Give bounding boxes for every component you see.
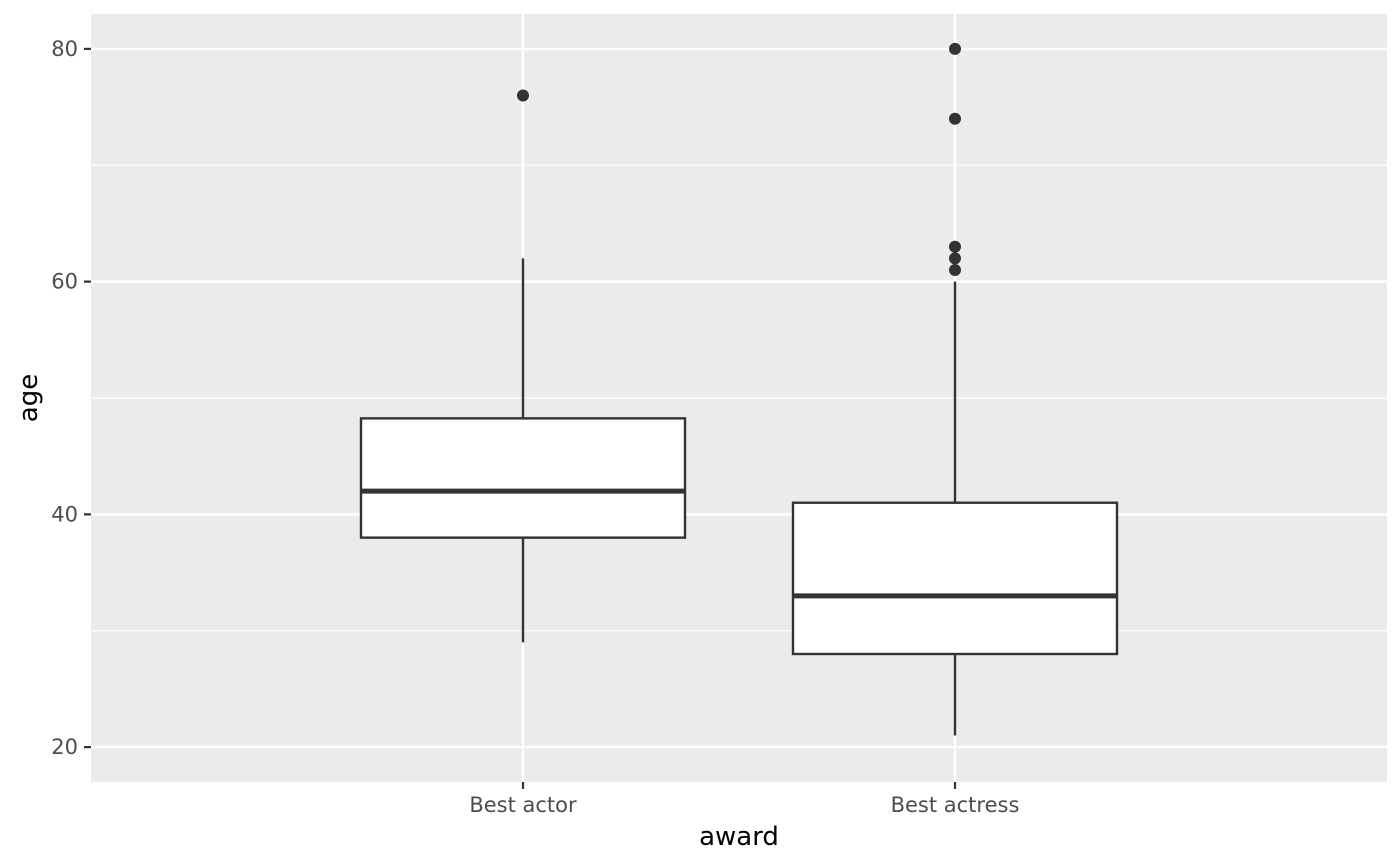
outlier-point — [949, 252, 961, 265]
outlier-point — [949, 240, 961, 253]
y-tick-label: 80 — [51, 37, 78, 61]
y-tick-label: 40 — [51, 502, 78, 526]
outlier-point — [517, 89, 529, 102]
outlier-point — [949, 42, 961, 55]
axes: 20 40 60 80 Best actor Best actress — [51, 37, 1019, 817]
boxes — [359, 42, 1119, 736]
y-axis-title: age — [14, 374, 44, 422]
box-iqr — [359, 417, 687, 539]
grid-lines — [91, 14, 1387, 782]
x-tick-label: Best actress — [891, 793, 1020, 817]
box-iqr — [791, 501, 1119, 656]
y-tick-label: 20 — [51, 735, 78, 759]
y-tick-label: 60 — [51, 270, 78, 294]
x-axis-title: award — [699, 822, 779, 852]
x-tick-label: Best actor — [469, 793, 577, 817]
outlier-point — [949, 264, 961, 276]
outlier-point — [949, 112, 961, 125]
